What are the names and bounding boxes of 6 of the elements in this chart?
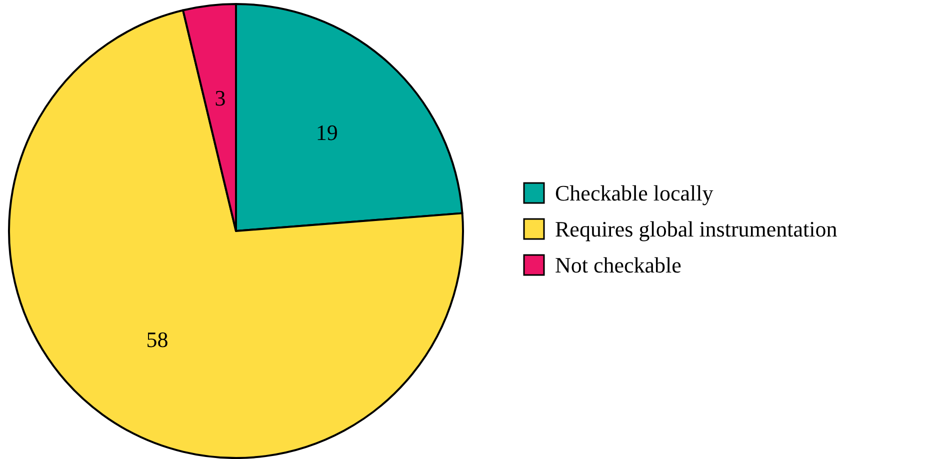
legend-label: Requires global instrumentation: [555, 216, 838, 242]
legend-label: Checkable locally: [555, 180, 714, 206]
legend-label: Not checkable: [555, 252, 682, 278]
data-label: 3: [214, 86, 226, 110]
data-label: 19: [316, 120, 338, 146]
data-label: 58: [146, 326, 168, 352]
